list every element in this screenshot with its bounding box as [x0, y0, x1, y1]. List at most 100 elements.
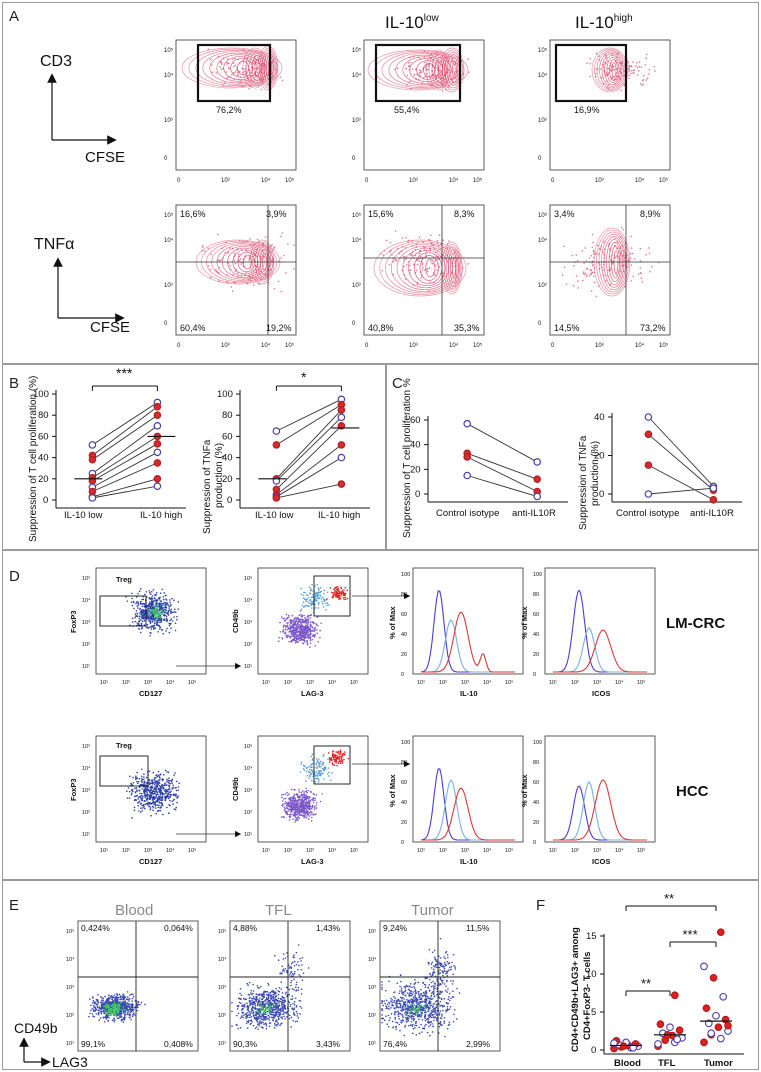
d-dot: [135, 787, 138, 789]
flow-dot: [252, 284, 255, 286]
panel-letter-d: D: [9, 568, 20, 585]
d-dot: [294, 812, 297, 815]
c-right-ylabel-2: production (%): [590, 441, 601, 506]
pair-line: [92, 414, 158, 461]
e-dot: [276, 1015, 279, 1017]
d-hist-tick: 100: [401, 572, 410, 578]
d-dot: [310, 614, 312, 616]
d-dot: [313, 808, 316, 811]
b-right-cat-1: IL-10 high: [318, 510, 360, 521]
d-dot: [169, 619, 171, 622]
e-dot-dense: [116, 1009, 119, 1011]
d-dot: [310, 766, 312, 769]
d-dot: [296, 618, 298, 620]
d-dot: [319, 774, 322, 777]
d-dot: [298, 627, 301, 630]
d-tick-x: 10²: [571, 848, 579, 854]
d-dot: [166, 602, 169, 605]
flow-contour: [373, 239, 467, 297]
d-dot: [313, 805, 316, 808]
flow-tick-y: 10⁴: [164, 237, 174, 244]
d-dot-dense: [155, 608, 158, 611]
e-dot: [112, 995, 114, 998]
flow-dot: [420, 276, 422, 279]
d-dot: [151, 779, 154, 781]
flow-dot: [639, 267, 642, 269]
panel-letter-f: F: [536, 897, 546, 914]
d-dot: [167, 789, 169, 791]
d-dot: [141, 620, 144, 623]
d-dot-red: [332, 756, 335, 759]
d-dot-red: [340, 591, 342, 593]
d-dot: [136, 794, 139, 797]
d-dot-red: [335, 760, 338, 763]
e-dot: [91, 996, 94, 998]
quadrant-lr: 35,3%: [454, 323, 480, 333]
d-dot: [313, 807, 316, 809]
flow-tick-x: 0: [177, 343, 181, 349]
e-dot-dense: [103, 1009, 106, 1011]
d-dot: [282, 617, 284, 620]
d-dot: [304, 798, 306, 800]
e-dot: [100, 995, 102, 998]
d-dot: [138, 810, 140, 812]
flow-dot: [239, 71, 241, 73]
flow-dot: [207, 48, 210, 50]
e-dot: [107, 1019, 109, 1022]
d-dot: [323, 754, 325, 756]
d-dot: [319, 629, 321, 632]
e-dot: [94, 1010, 96, 1012]
d-dot: [143, 620, 146, 622]
gate-box: [196, 43, 272, 103]
d-dot: [302, 803, 305, 806]
flow-dot: [628, 74, 630, 76]
d-dot: [167, 614, 170, 616]
d-dot-dense: [154, 606, 157, 609]
d-dot: [130, 789, 133, 792]
pair-line: [92, 402, 158, 446]
d-dot: [311, 602, 313, 605]
flow-dot: [418, 69, 421, 71]
d-tick-x: 10⁵: [350, 847, 358, 854]
d-dot-dense: [158, 613, 160, 616]
flow-frame: [363, 204, 485, 336]
e-dot: [116, 994, 119, 997]
flow-dot: [218, 272, 220, 274]
d-dot: [159, 798, 161, 800]
flow-dot: [639, 82, 642, 85]
flow-tick-x: 10³: [221, 343, 230, 349]
flow-dot: [411, 254, 413, 256]
d-dot: [323, 600, 326, 603]
e-dot: [277, 1017, 280, 1020]
d-dot-red: [332, 595, 334, 597]
d-dot: [162, 632, 165, 635]
d-hist-tick: 0: [533, 840, 536, 846]
d-tick-y: 10⁵: [244, 743, 252, 750]
d-dot: [158, 779, 160, 781]
e-dot-dense: [113, 1007, 116, 1010]
d-dot: [301, 794, 304, 797]
d-dot: [288, 631, 290, 633]
e-dot: [109, 1014, 112, 1016]
flow-dot: [563, 245, 566, 248]
d-dot: [295, 637, 298, 639]
flow-dot: [592, 275, 595, 278]
d-dot: [312, 775, 314, 778]
e-dot: [90, 1009, 92, 1012]
d-dot: [314, 600, 317, 602]
d-dot: [158, 782, 161, 784]
d-dot-red: [336, 592, 338, 595]
e-dot: [137, 1001, 140, 1004]
d-dot: [169, 793, 172, 796]
panel-b-frame: [2, 364, 386, 550]
d-dot: [161, 791, 163, 794]
d-dot: [153, 628, 155, 630]
d-dot: [142, 615, 144, 618]
d-dot: [316, 583, 318, 586]
y-tick-label: 100: [33, 389, 49, 400]
d-dot: [171, 611, 174, 614]
d-dot: [145, 790, 147, 793]
point-high: [153, 448, 162, 457]
flow-dot: [640, 272, 642, 275]
d-dot: [293, 636, 296, 639]
